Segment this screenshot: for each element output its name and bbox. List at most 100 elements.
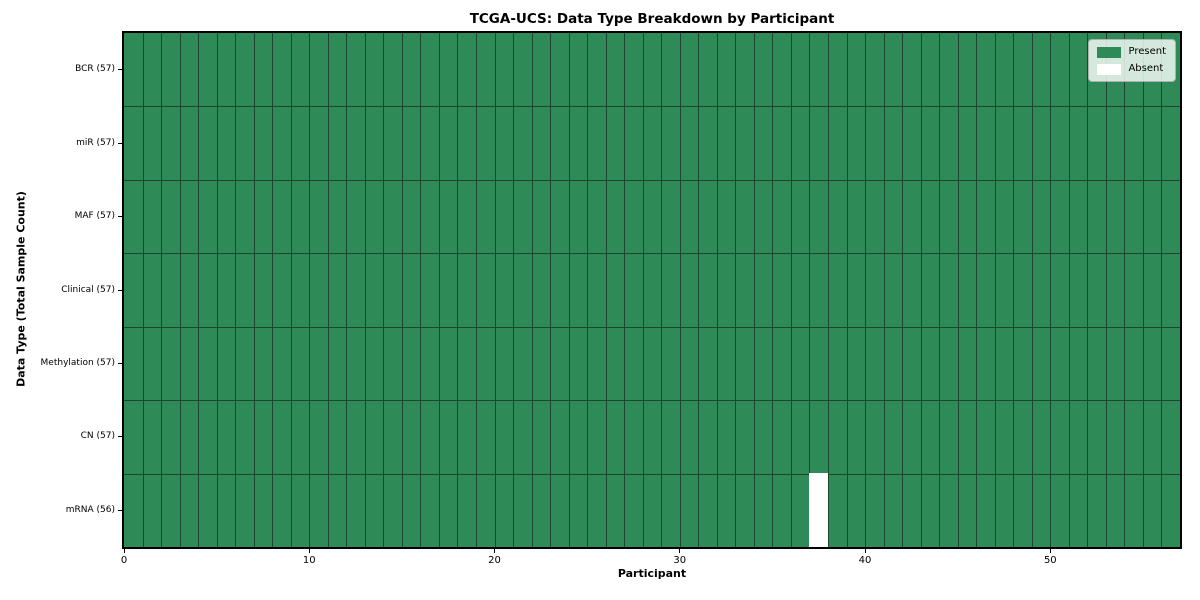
heatmap-cell [790,33,810,107]
x-tick-label: 10 [302,555,316,566]
heatmap-cell [309,400,328,474]
heatmap-cell [957,473,977,547]
heatmap-cell [198,106,217,180]
heatmap-cell [902,326,921,401]
heatmap-cell [1031,33,1051,107]
x-tick-label: 0 [120,555,128,566]
heatmap-cell [420,179,439,254]
heatmap-cell [216,400,236,474]
heatmap-cell [475,106,495,180]
heatmap-cell [1161,253,1180,327]
heatmap-cell [920,106,940,180]
heatmap-cell [290,33,310,107]
heatmap-cell [1142,106,1162,180]
heatmap-cell [957,179,977,254]
heatmap-cell [642,253,662,327]
heatmap-cell [605,106,625,180]
heatmap-cell [846,106,866,180]
heatmap-cell [1087,400,1106,474]
heatmap-cell [124,33,143,107]
heatmap-cell [142,106,162,180]
heatmap-cell [475,253,495,327]
heatmap-cell [290,326,310,401]
heatmap-cell [513,33,532,107]
heatmap-cell [216,473,236,547]
heatmap-cell [272,253,291,327]
heatmap-cell [1013,106,1032,180]
heatmap-cell [438,106,458,180]
heatmap-cell [1124,326,1143,401]
heatmap-cell [1142,473,1162,547]
heatmap-cell [420,326,439,401]
heatmap-cell [865,253,884,327]
heatmap-cell [253,179,273,254]
legend-swatch-absent [1097,63,1122,75]
heatmap-cell [1013,33,1032,107]
heatmap-cell [383,253,402,327]
x-tick-label: 20 [488,555,501,566]
heatmap-cell [1050,106,1069,180]
heatmap-cell [994,400,1014,474]
heatmap-cell [642,179,662,254]
chart-title: TCGA-UCS: Data Type Breakdown by Partici… [469,11,835,27]
heatmap-cell [420,253,439,327]
heatmap-cell [161,400,180,474]
heatmap-cell [1068,33,1088,107]
heatmap-cell [716,473,736,547]
heatmap-cell [457,179,476,254]
heatmap-cell [475,179,495,254]
heatmap-cell [198,326,217,401]
heatmap-cell [679,33,699,107]
heatmap-cell [124,253,143,327]
heatmap-cell [290,179,310,254]
heatmap-cell [902,400,921,474]
heatmap-cell [475,33,495,107]
heatmap-cell [661,400,680,474]
heatmap-cell [531,106,551,180]
heatmap-cell [550,253,569,327]
heatmap-cell [883,106,903,180]
heatmap-cell [124,326,143,401]
heatmap-cell [531,326,551,401]
heatmap-cell [1050,400,1069,474]
heatmap-cell [216,179,236,254]
heatmap-cell [605,179,625,254]
legend: Present Absent [1088,39,1176,82]
heatmap-cell [531,33,551,107]
heatmap-cell [550,400,569,474]
heatmap-cell [772,473,791,547]
heatmap-cell [401,179,421,254]
heatmap-cell [198,33,217,107]
heatmap-cell [809,326,828,401]
heatmap-cell [494,326,514,401]
heatmap-cell [624,400,643,474]
heatmap-cell [809,400,828,474]
x-tick-mark [679,549,681,553]
heatmap-cell [753,33,773,107]
heatmap-cell [568,179,588,254]
y-tick-mark [118,142,122,144]
heatmap-cell [235,253,254,327]
heatmap-cell [494,473,514,547]
heatmap-cell [124,473,143,547]
heatmap-cell [753,253,773,327]
heatmap-cell [327,473,347,547]
y-tick-label: miR (57) [76,137,115,148]
heatmap-cell [124,106,143,180]
heatmap-cell [1068,253,1088,327]
heatmap-cell [679,400,699,474]
heatmap-cell [865,33,884,107]
heatmap-cell [309,179,328,254]
heatmap-cell [364,33,384,107]
heatmap-cell [513,179,532,254]
heatmap-cell [513,326,532,401]
heatmap-cell [401,33,421,107]
heatmap-cell [976,106,995,180]
y-tick-mark [118,509,122,511]
heatmap-cell [198,473,217,547]
heatmap-cell [198,400,217,474]
heatmap-cell [253,326,273,401]
heatmap-cell [939,400,958,474]
heatmap-cell [790,473,810,547]
x-tick-label: 40 [858,555,872,566]
